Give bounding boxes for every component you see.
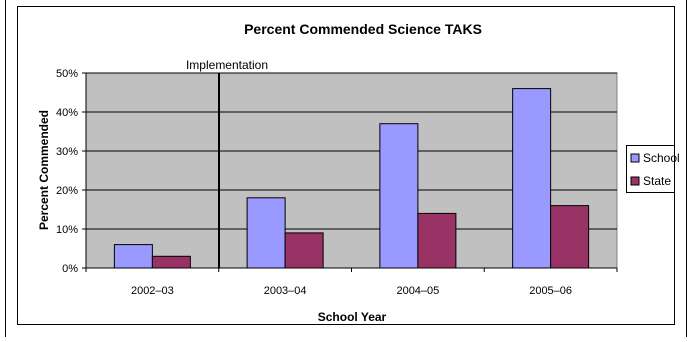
x-tick-label: 2004–05 xyxy=(396,285,439,297)
x-tick-label: 2003–04 xyxy=(264,285,307,297)
legend-label-school: School xyxy=(643,151,680,165)
bar-school xyxy=(113,244,153,269)
y-tick-label: 0% xyxy=(62,263,78,275)
y-tick-label: 30% xyxy=(56,146,78,158)
y-tick-label: 20% xyxy=(56,185,78,197)
bar-state xyxy=(550,205,590,269)
bar-school xyxy=(246,197,286,269)
y-axis-label: Percent Commended xyxy=(37,110,51,230)
x-tick-label: 2002–03 xyxy=(131,285,174,297)
bar-state xyxy=(151,255,191,269)
legend: School State xyxy=(626,145,680,193)
x-axis-label: School Year xyxy=(318,310,387,324)
bar-school xyxy=(512,88,552,269)
bar-state xyxy=(284,232,324,269)
legend-swatch-school xyxy=(630,153,640,163)
chart-title: Percent Commended Science TAKS xyxy=(244,21,482,37)
bar-state xyxy=(417,212,457,269)
y-tick-label: 40% xyxy=(56,107,78,119)
x-axis-ticks: 2002–03 2003–04 2004–05 2005–06 xyxy=(85,268,618,297)
y-tick-label: 10% xyxy=(56,224,78,236)
x-tick-label: 2005–06 xyxy=(529,285,572,297)
implementation-label: Implementation xyxy=(186,58,268,72)
legend-swatch-state xyxy=(630,176,640,186)
y-tick-label: 50% xyxy=(56,68,78,80)
bar-school xyxy=(379,123,419,269)
legend-label-state: State xyxy=(643,174,671,188)
y-axis-ticks: 0% 10% 20% 30% 40% 50% xyxy=(56,68,86,275)
bars xyxy=(113,88,590,269)
